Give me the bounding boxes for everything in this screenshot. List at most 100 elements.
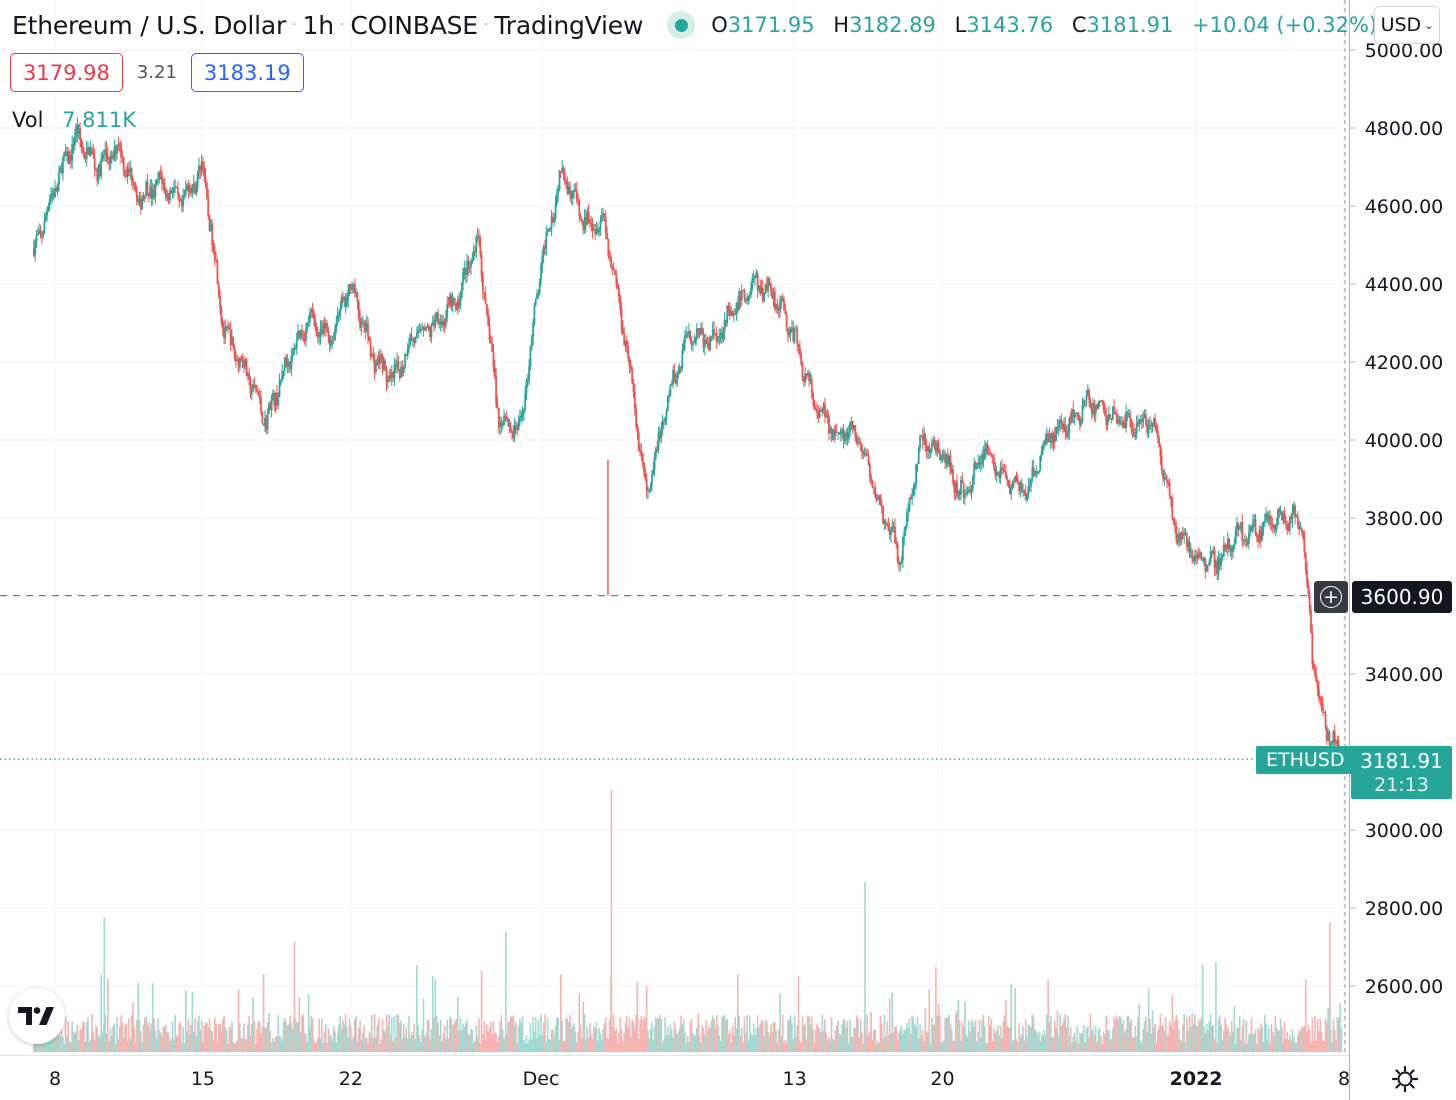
candle-body bbox=[516, 427, 519, 431]
candle-body bbox=[79, 128, 81, 140]
candle-body bbox=[870, 477, 873, 482]
volume-bar bbox=[140, 1031, 142, 1052]
tradingview-logo-icon[interactable] bbox=[9, 988, 65, 1044]
candle-body bbox=[521, 412, 524, 417]
candle-body bbox=[1263, 520, 1266, 522]
volume-bar bbox=[1154, 1023, 1156, 1052]
volume-bar bbox=[672, 1038, 674, 1052]
volume-bar bbox=[491, 1034, 493, 1052]
candle-body bbox=[515, 425, 517, 428]
candle-body bbox=[941, 456, 944, 459]
quote-panel: 3179.98 3.21 3183.19 bbox=[10, 53, 304, 92]
candle-body bbox=[655, 448, 657, 458]
currency-button[interactable]: USD ⌄ bbox=[1374, 6, 1440, 44]
add-alert-button[interactable]: + bbox=[1314, 581, 1348, 613]
candle-body bbox=[883, 520, 886, 524]
candle-body bbox=[755, 273, 758, 278]
volume-bar bbox=[68, 1040, 71, 1052]
price-tick-label: 5000.00 bbox=[1365, 40, 1444, 62]
candle-body bbox=[682, 342, 685, 351]
gear-icon[interactable] bbox=[1388, 1062, 1422, 1096]
candle-body bbox=[242, 362, 245, 368]
candle-body bbox=[202, 161, 204, 168]
volume-bar bbox=[1248, 1034, 1250, 1052]
volume-bar bbox=[1036, 1035, 1039, 1052]
volume-bar bbox=[762, 1021, 764, 1052]
volume-bar bbox=[636, 981, 639, 1052]
volume-bar bbox=[847, 1042, 850, 1052]
volume-bar bbox=[1237, 1028, 1240, 1052]
volume-bar bbox=[124, 1025, 126, 1052]
volume-bar bbox=[1097, 1029, 1100, 1052]
candle-body bbox=[431, 322, 434, 326]
volume-bar bbox=[532, 1017, 534, 1052]
candle-body bbox=[147, 194, 150, 197]
candle-body bbox=[336, 315, 339, 323]
price-axis[interactable]: 5000.004800.004600.004400.004200.004000.… bbox=[1349, 0, 1443, 1100]
volume-bar bbox=[1275, 1027, 1278, 1052]
volume-bar bbox=[265, 1028, 268, 1052]
volume-bar bbox=[566, 1018, 569, 1052]
volume-bar bbox=[698, 1034, 701, 1052]
candle-body bbox=[805, 373, 808, 376]
candle-body bbox=[476, 235, 479, 237]
candle-body bbox=[357, 301, 360, 318]
candle-body bbox=[294, 347, 297, 349]
volume-bar bbox=[1234, 1043, 1237, 1052]
candle-body bbox=[376, 358, 379, 366]
volume-bar bbox=[344, 1014, 347, 1052]
candle-body bbox=[1237, 522, 1240, 530]
sell-button[interactable]: 3179.98 bbox=[10, 53, 123, 92]
volume-bar bbox=[1118, 1015, 1121, 1052]
candle-body bbox=[377, 358, 380, 365]
candle-body bbox=[879, 494, 882, 505]
candle-body bbox=[694, 337, 697, 341]
candle-body bbox=[463, 267, 466, 272]
candle-body bbox=[800, 354, 803, 365]
candle-body bbox=[1333, 731, 1336, 744]
candle-body bbox=[195, 186, 198, 195]
buy-button[interactable]: 3183.19 bbox=[190, 53, 304, 92]
candle-body bbox=[1179, 533, 1182, 540]
candle-body bbox=[1061, 423, 1064, 429]
candle-body bbox=[307, 321, 310, 323]
candle-body bbox=[772, 291, 775, 299]
candle-body bbox=[129, 168, 132, 173]
candle-body bbox=[616, 284, 619, 288]
candle-body bbox=[257, 391, 260, 396]
volume-bar bbox=[1023, 1040, 1026, 1052]
candle-body bbox=[106, 154, 109, 159]
candle-body bbox=[652, 469, 655, 475]
volume-bar bbox=[217, 1024, 220, 1052]
volume-bar bbox=[58, 1017, 60, 1052]
volume-bar bbox=[179, 1021, 182, 1052]
volume-bar bbox=[219, 1023, 221, 1052]
candle-body bbox=[989, 454, 991, 456]
volume-bar bbox=[783, 1042, 785, 1052]
candle-body bbox=[356, 292, 359, 302]
volume-legend[interactable]: Vol 7.811K bbox=[12, 108, 136, 132]
volume-bar bbox=[505, 1034, 508, 1052]
volume-bar bbox=[1016, 1041, 1019, 1052]
candle-body bbox=[447, 303, 450, 305]
candle-body bbox=[839, 430, 842, 435]
candle-body bbox=[958, 491, 961, 495]
volume-bar bbox=[1208, 1020, 1211, 1052]
symbol-name[interactable]: Ethereum / U.S. Dollar bbox=[12, 10, 287, 40]
candle-body bbox=[441, 321, 443, 326]
candle-body bbox=[1102, 401, 1105, 410]
volume-bar bbox=[524, 1043, 526, 1052]
volume-bar bbox=[1076, 1026, 1079, 1052]
volume-bar bbox=[282, 1022, 285, 1052]
market-open-icon[interactable] bbox=[667, 11, 696, 39]
volume-bar bbox=[1007, 1027, 1010, 1052]
candle-body bbox=[125, 174, 128, 177]
interval-label[interactable]: 1h bbox=[302, 10, 335, 40]
candle-body bbox=[332, 340, 335, 342]
candle-body bbox=[268, 402, 270, 414]
volume-bar bbox=[1199, 1021, 1201, 1052]
volume-bar bbox=[737, 974, 739, 1052]
time-axis[interactable]: 8 15 22 Dec 13 20 2022 8 bbox=[0, 1055, 1350, 1091]
volume-bar bbox=[1200, 1017, 1203, 1052]
